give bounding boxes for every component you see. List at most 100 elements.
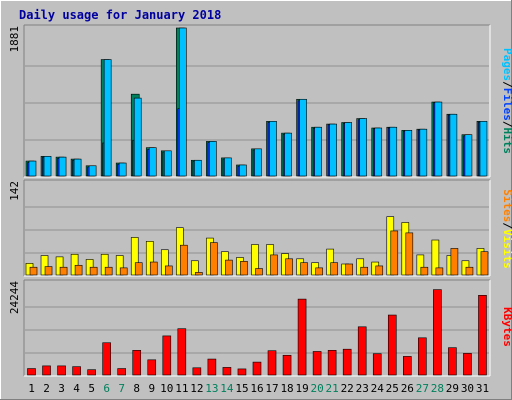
bar-kbytes <box>357 326 367 376</box>
legend-hits: Hits <box>501 128 512 155</box>
bar-sites <box>104 266 113 276</box>
x-tick-label: 4 <box>73 382 80 395</box>
bar-pages <box>43 156 52 177</box>
legend-kbytes: KBytes <box>501 307 512 347</box>
bar-kbytes <box>27 368 36 376</box>
bar-kbytes <box>372 353 382 376</box>
bar-visits <box>145 241 154 276</box>
bar-sites <box>345 263 353 276</box>
x-tick-label: 15 <box>235 382 248 395</box>
bar-pages <box>389 126 398 177</box>
bar-sites <box>134 262 143 276</box>
bar-pages <box>58 156 67 177</box>
x-tick-label: 24 <box>371 382 385 395</box>
bar-visits <box>100 253 109 276</box>
x-tick-label: 2 <box>43 382 50 395</box>
panel-kbytes: 24244 <box>8 279 491 377</box>
panel-background <box>24 280 490 376</box>
x-tick-label: 17 <box>265 382 278 395</box>
bar-pages <box>118 162 127 177</box>
bar-sites <box>149 261 158 276</box>
bar-sites <box>59 266 68 276</box>
x-tick-label: 26 <box>401 382 414 395</box>
x-tick-label: 20 <box>311 382 324 395</box>
bar-pages <box>269 121 277 177</box>
bar-pages <box>179 27 187 177</box>
x-tick-label: 19 <box>295 382 308 395</box>
chart-panels: 1881 142 24244 <box>8 24 491 377</box>
bar-pages <box>434 101 443 177</box>
bar-kbytes <box>448 347 457 376</box>
bar-kbytes <box>87 369 96 376</box>
bar-visits <box>160 249 169 276</box>
svg-text:KBytes: KBytes <box>501 307 512 347</box>
bar-visits <box>191 260 199 276</box>
legend-sites: Sites <box>501 189 512 222</box>
x-tick-label: 14 <box>220 382 234 395</box>
bar-visits <box>356 258 365 276</box>
x-tick-label: 7 <box>118 382 125 395</box>
bar-kbytes <box>102 342 111 376</box>
bar-pages <box>299 98 307 177</box>
x-tick-label: 28 <box>431 382 444 395</box>
bar-sites <box>270 254 278 276</box>
x-tick-label: 18 <box>280 382 293 395</box>
bar-kbytes <box>463 353 472 376</box>
bar-sites <box>435 267 444 276</box>
bar-visits <box>40 255 49 276</box>
bar-sites <box>420 266 429 276</box>
bar-kbytes <box>267 350 277 376</box>
legend-separator: / <box>501 222 512 229</box>
bar-pages <box>284 132 292 177</box>
bar-sites <box>119 267 128 276</box>
bar-kbytes <box>237 368 247 376</box>
x-tick-label: 27 <box>416 382 429 395</box>
bar-kbytes <box>252 361 262 376</box>
bar-sites <box>240 261 248 276</box>
bar-sites <box>285 258 293 276</box>
bar-sites <box>315 267 323 276</box>
bar-pages <box>449 113 458 177</box>
bar-visits <box>251 244 259 276</box>
bar-sites <box>164 265 173 276</box>
y-max-label: 1881 <box>8 26 21 53</box>
bar-sites <box>465 266 474 276</box>
bar-kbytes <box>207 358 217 376</box>
bar-pages <box>88 165 97 177</box>
bar-pages <box>209 141 217 177</box>
x-axis-labels: 1 2 3 4 5 6 7 8 9 10 11 12 13 14 15 16 17 18 19 20 21 22 23 24 2… <box>28 382 489 395</box>
bar-sites <box>210 242 218 276</box>
panel-visits-sites: 142 <box>8 179 491 277</box>
x-tick-label: 11 <box>175 382 188 395</box>
x-tick-label: 10 <box>160 382 173 395</box>
bar-pages <box>254 148 262 177</box>
panel-hits-files-pages: 1881 <box>8 24 491 178</box>
svg-text:Sites/Visits: Sites/Visits <box>501 189 512 269</box>
bar-sites <box>180 244 188 276</box>
x-tick-label: 16 <box>250 382 263 395</box>
bar-pages <box>28 160 37 177</box>
bar-kbytes <box>162 335 172 376</box>
x-tick-label: 12 <box>190 382 203 395</box>
legend-separator: / <box>501 81 512 88</box>
legend-hits-files-pages: Pages/Files/Hits <box>501 48 512 154</box>
bar-sites <box>360 266 369 276</box>
bar-pages <box>133 97 142 177</box>
bar-kbytes <box>42 365 51 376</box>
bar-pages <box>314 126 322 177</box>
bar-pages <box>239 164 247 177</box>
x-tick-label: 9 <box>148 382 155 395</box>
bar-kbytes <box>177 328 187 376</box>
x-tick-label: 30 <box>461 382 474 395</box>
bar-kbytes <box>433 289 442 376</box>
bar-kbytes <box>282 354 292 376</box>
bar-pages <box>359 118 368 177</box>
bar-kbytes <box>312 351 322 376</box>
legend-pages: Pages <box>501 48 512 81</box>
x-tick-label: 21 <box>326 382 339 395</box>
bar-visits <box>431 239 440 276</box>
bar-pages <box>404 130 413 177</box>
bar-sites <box>375 265 384 276</box>
bar-pages <box>103 59 112 177</box>
